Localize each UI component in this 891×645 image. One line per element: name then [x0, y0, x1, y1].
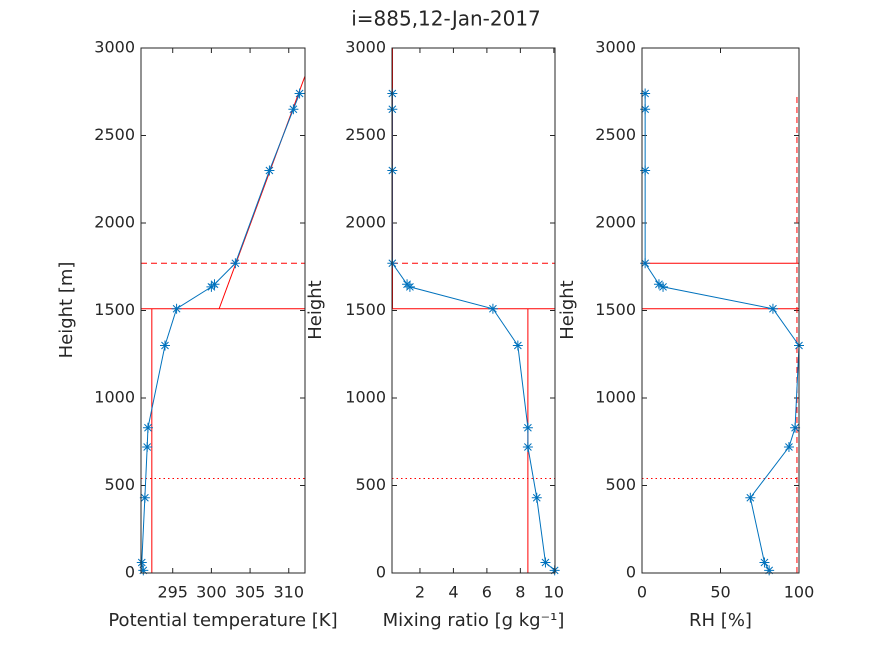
plot-area [642, 48, 799, 573]
reference-segment [218, 75, 306, 309]
data-point [209, 279, 220, 290]
data-point [171, 303, 182, 314]
x-tick-label: 100 [784, 583, 815, 602]
data-point [512, 340, 523, 351]
data-point [522, 442, 533, 452]
y-tick-label: 1500 [94, 300, 135, 319]
x-tick-label: 0 [637, 583, 647, 602]
data-point [487, 303, 498, 314]
y-tick-label: 2500 [595, 125, 636, 144]
x-axis-label: Potential temperature [K] [108, 610, 337, 631]
y-tick-label: 0 [125, 563, 135, 582]
x-tick-label: 6 [482, 583, 492, 602]
x-tick-label: 8 [515, 583, 525, 602]
y-tick-label: 1000 [595, 388, 636, 407]
y-tick-label: 3000 [345, 38, 386, 57]
y-tick-label: 3000 [94, 38, 135, 57]
x-tick-label: 50 [710, 583, 730, 602]
axes-box [391, 47, 556, 574]
y-tick-label: 2000 [94, 213, 135, 232]
x-axis-label: Mixing ratio [g kg⁻¹] [383, 610, 565, 631]
data-point [640, 165, 651, 176]
y-tick-label: 0 [626, 563, 636, 582]
data-point [790, 422, 801, 433]
data-point [653, 279, 664, 290]
data-point [294, 88, 305, 99]
y-tick-label: 1500 [595, 300, 636, 319]
figure-title: i=885,12-Jan-2017 [351, 7, 541, 31]
axes: 0 500 1000 1500 2000 2500 3000 295 300 305 310 Pote… [56, 38, 338, 632]
data-point [288, 104, 299, 115]
data-point [138, 565, 149, 576]
data-point [540, 557, 551, 568]
data-point [745, 492, 756, 503]
data-point [139, 492, 150, 503]
data-point [402, 279, 413, 290]
data-point [136, 557, 147, 568]
y-axis-label: Height [305, 280, 326, 340]
y-tick-label: 0 [376, 563, 386, 582]
y-tick-label: 2000 [345, 213, 386, 232]
y-tick-label: 2000 [595, 213, 636, 232]
y-tick-label: 1500 [345, 300, 386, 319]
data-point [759, 557, 770, 568]
data-point [264, 165, 275, 176]
y-tick-label: 1000 [94, 388, 135, 407]
y-axis-label: Height [m] [56, 262, 77, 359]
axes-box [641, 47, 800, 574]
axes-box [140, 47, 306, 574]
x-tick-label: 10 [544, 583, 564, 602]
x-tick-label: 305 [235, 583, 266, 602]
y-tick-label: 3000 [595, 38, 636, 57]
data-point [783, 442, 794, 452]
plot-area [392, 48, 555, 573]
axes: 0 500 1000 1500 2000 2500 3000 2 4 6 8 10 Mixing rat… [305, 38, 564, 632]
data-point [658, 281, 669, 292]
data-point [767, 303, 778, 314]
data-point [764, 565, 775, 576]
data-point [640, 88, 651, 99]
x-tick-label: 295 [157, 583, 188, 602]
y-tick-label: 2500 [94, 125, 135, 144]
data-point [531, 492, 542, 503]
data-point [142, 442, 153, 452]
data-point [142, 422, 153, 433]
y-axis-label: Height [557, 280, 578, 340]
plot-area [141, 48, 305, 573]
data-point [230, 258, 241, 269]
y-tick-label: 500 [355, 475, 386, 494]
y-tick-label: 500 [605, 475, 636, 494]
x-tick-label: 310 [273, 583, 304, 602]
x-axis-label: RH [%] [689, 610, 752, 631]
y-tick-label: 1000 [345, 388, 386, 407]
x-tick-label: 300 [196, 583, 227, 602]
data-point [640, 104, 651, 115]
data-point [640, 258, 651, 269]
y-tick-label: 500 [104, 475, 135, 494]
x-tick-label: 4 [448, 583, 458, 602]
x-tick-label: 2 [415, 583, 425, 602]
data-point [522, 422, 533, 433]
axes: 0 500 1000 1500 2000 2500 3000 0 50 100 RH [%] Heig… [557, 38, 814, 632]
y-tick-label: 2500 [345, 125, 386, 144]
data-point [159, 340, 170, 351]
